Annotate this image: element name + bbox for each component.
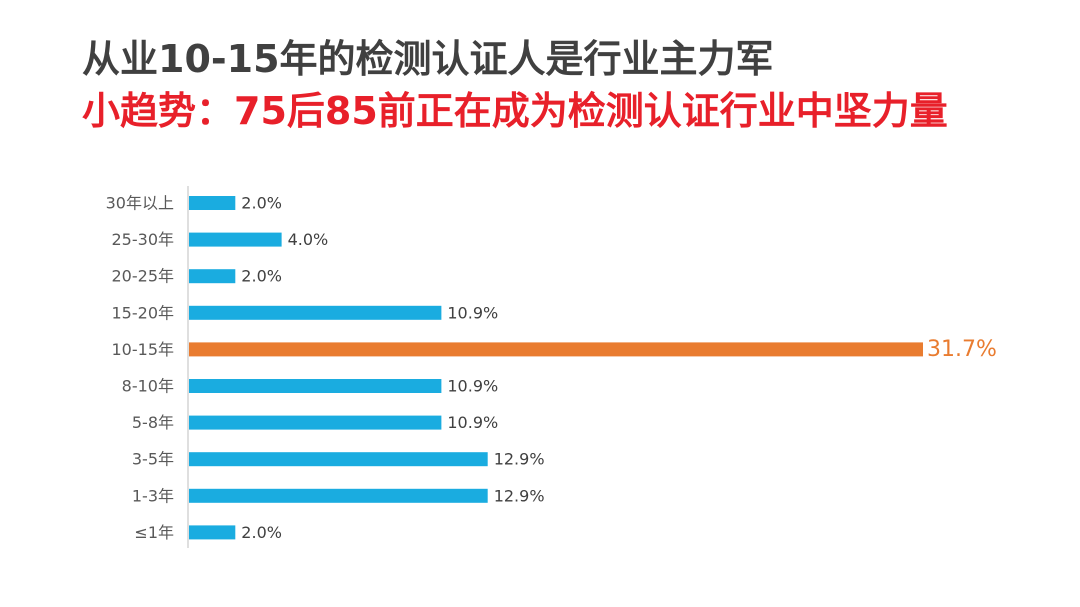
value-label: 10.9% xyxy=(447,413,498,432)
bar xyxy=(189,415,442,430)
category-label: 5-8年 xyxy=(132,413,174,432)
bar xyxy=(189,305,442,320)
bar xyxy=(189,452,488,467)
category-label: 8-10年 xyxy=(122,377,174,396)
category-label: 25-30年 xyxy=(112,230,175,249)
category-label: ≤1年 xyxy=(134,523,174,542)
value-label: 31.7% xyxy=(927,337,997,362)
value-label: 12.9% xyxy=(494,450,545,469)
category-label: 30年以上 xyxy=(106,194,174,213)
value-label: 10.9% xyxy=(447,377,498,396)
value-label: 2.0% xyxy=(241,267,282,286)
chart-title: 从业10-15年的检测认证人是行业主力军 xyxy=(82,37,774,81)
bar xyxy=(189,488,488,503)
value-label: 12.9% xyxy=(494,486,545,505)
value-label: 2.0% xyxy=(241,194,282,213)
bars-layer: 30年以上 2.0% 25-30年 4.0% 20-25年 2.0% 15-20年 10.9%… xyxy=(106,194,997,542)
category-label: 1-3年 xyxy=(132,486,174,505)
bar-highlight xyxy=(189,342,923,357)
chart-subtitle: 小趋势：75后85前正在成为检测认证行业中坚力量 xyxy=(82,89,948,133)
value-label: 4.0% xyxy=(288,230,329,249)
category-label: 15-20年 xyxy=(112,303,175,322)
value-label: 10.9% xyxy=(447,303,498,322)
category-label: 20-25年 xyxy=(112,267,175,286)
value-label: 2.0% xyxy=(241,523,282,542)
bar xyxy=(189,379,442,393)
bar xyxy=(189,525,236,540)
bar xyxy=(189,196,236,210)
bar xyxy=(189,269,236,284)
category-label: 10-15年 xyxy=(112,340,175,359)
bar xyxy=(189,232,282,247)
category-label: 3-5年 xyxy=(132,450,174,469)
